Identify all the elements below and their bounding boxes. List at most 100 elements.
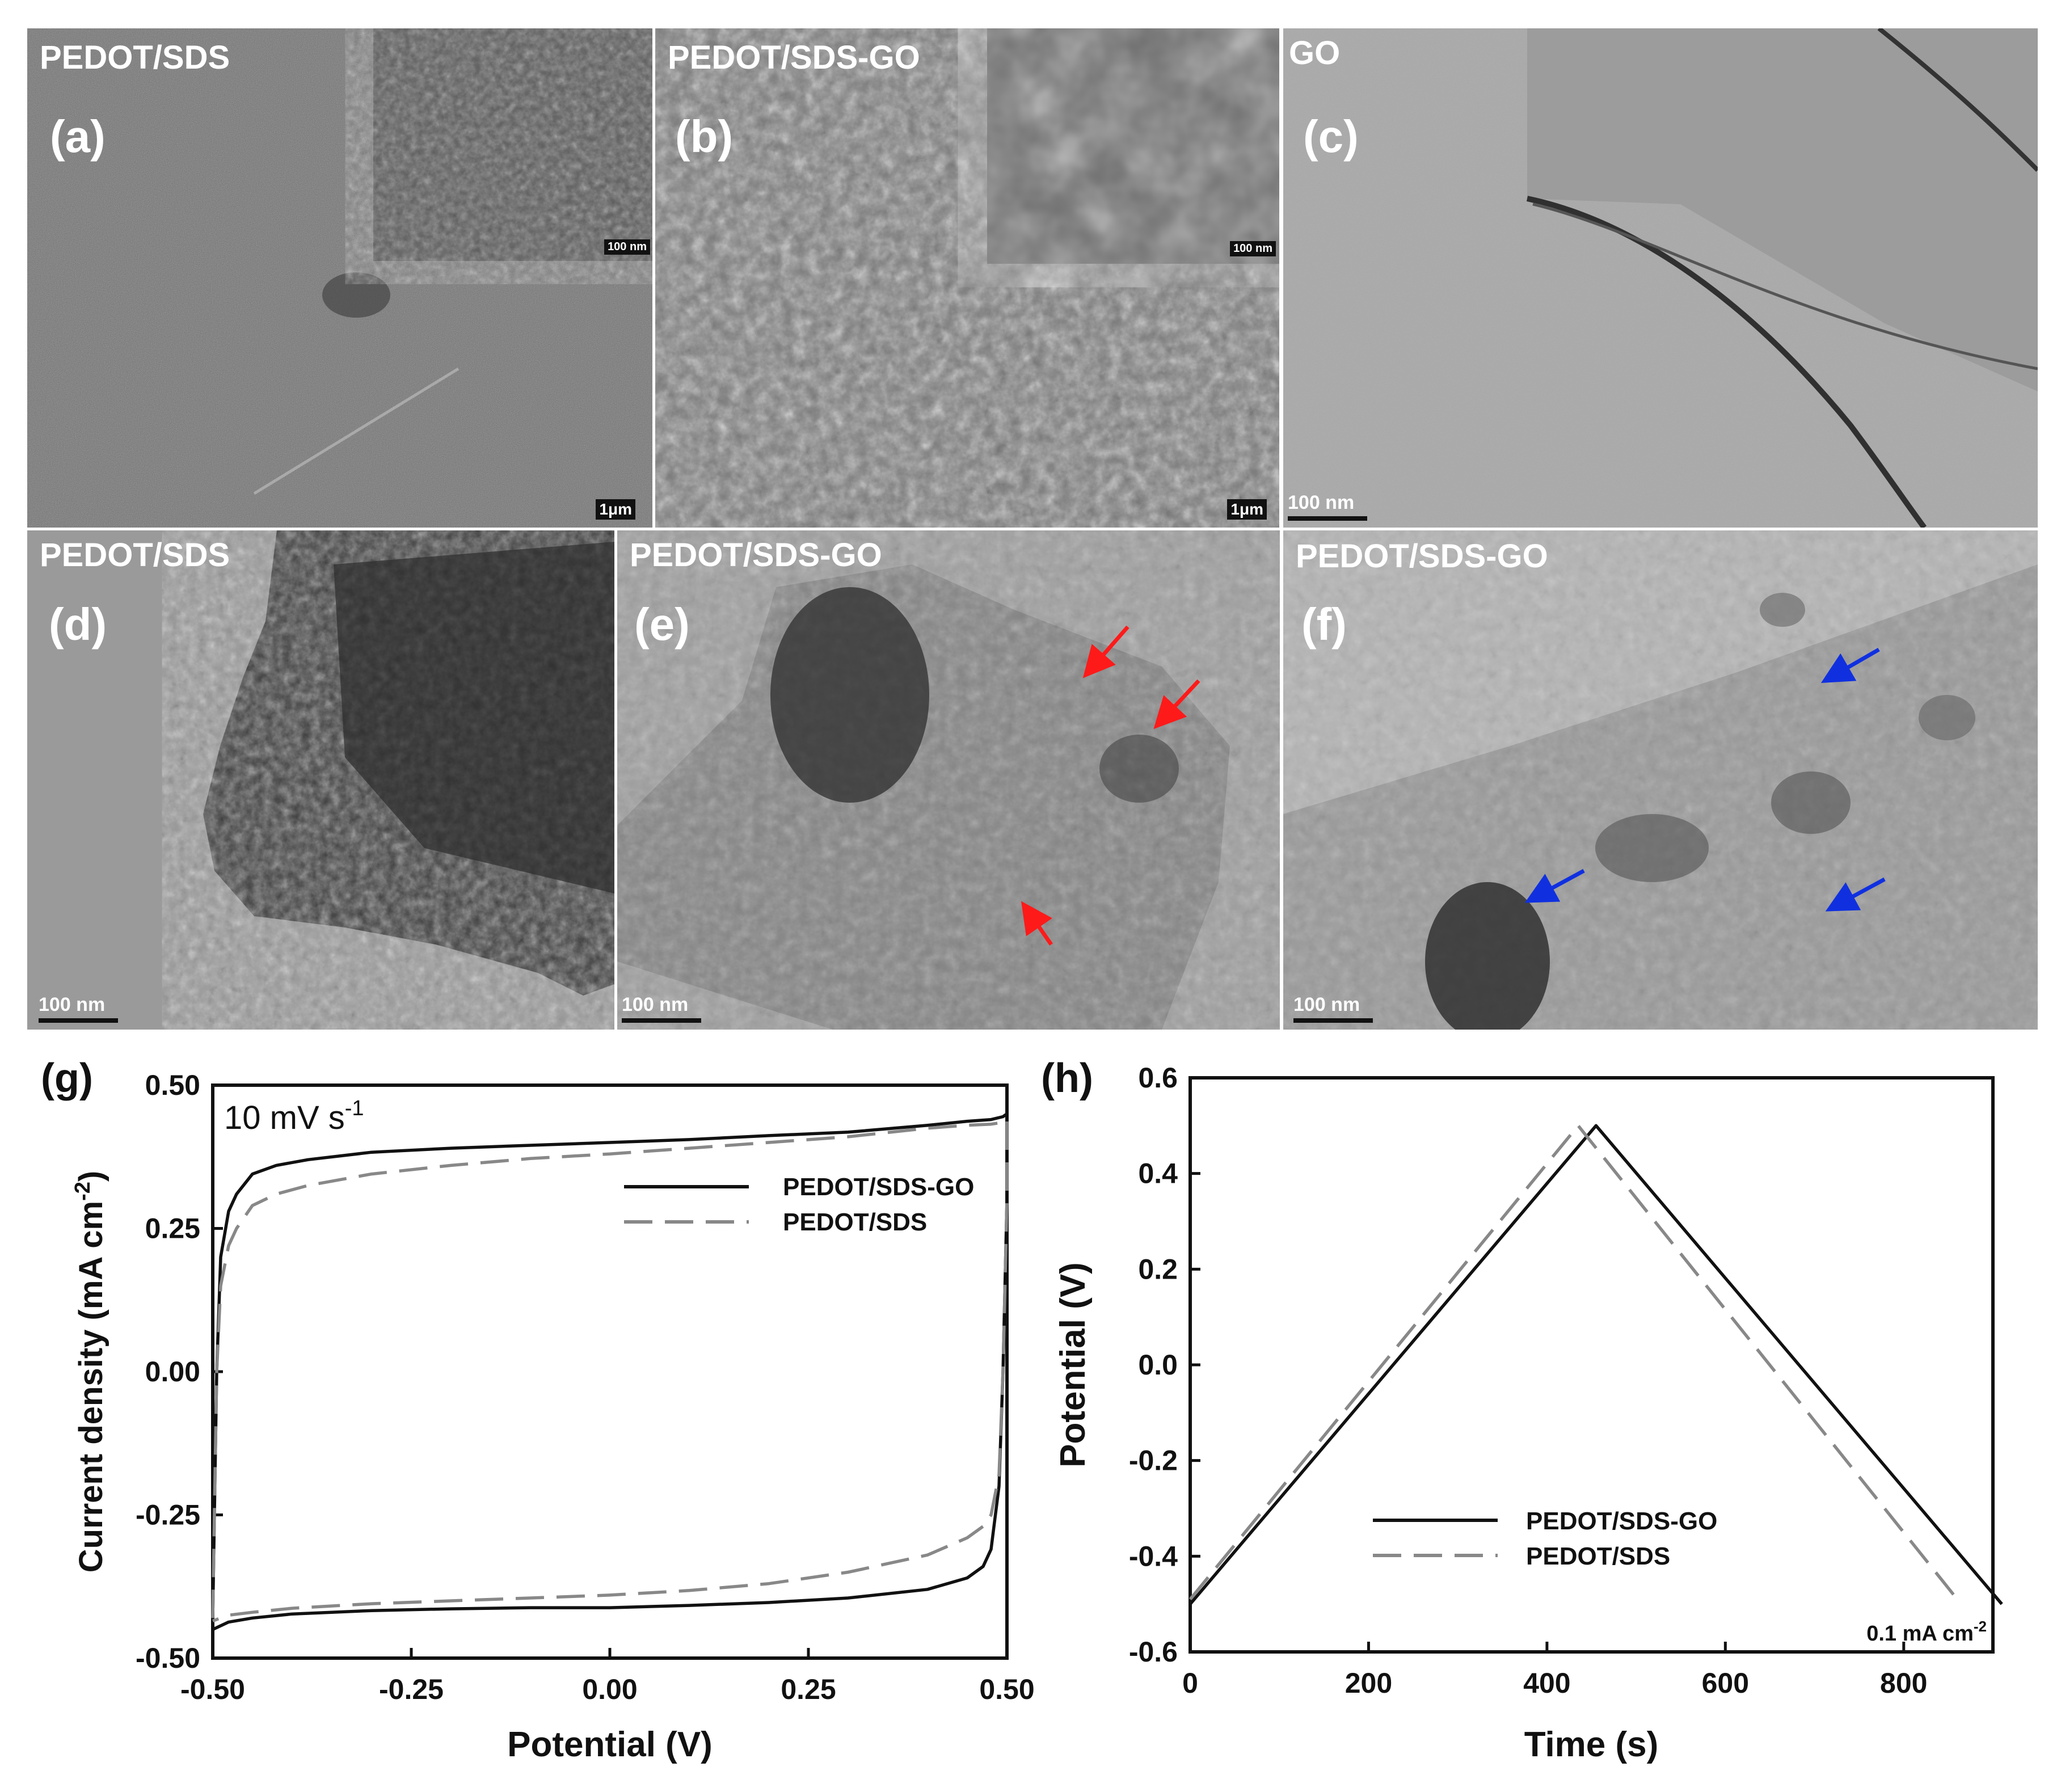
red-arrow-2 — [1153, 679, 1200, 730]
chart-g-xtick-label-0: -0.50 — [180, 1673, 245, 1705]
chart-g-xtick-label-4: 0.50 — [979, 1673, 1034, 1705]
blue-arrow-1 — [1820, 647, 1880, 684]
chart-h-legend-text-0: PEDOT/SDS-GO — [1526, 1507, 1717, 1535]
chart-h-xtick-label-0: 0 — [1182, 1667, 1198, 1699]
chart-h-ytick-label-5: 0.4 — [1138, 1158, 1178, 1190]
chart-h-ylabel: Potential (V) — [1053, 1262, 1093, 1468]
chart-h-ytick-label-0: -0.6 — [1129, 1636, 1178, 1668]
chart-g-legend-text-1: PEDOT/SDS — [783, 1208, 927, 1236]
chart-h-ticks: 0 200 400 600 800 -0.6 -0.4 -0.2 0.0 0.2 0.4 0.6 — [1129, 1062, 1928, 1699]
panel-title-e: PEDOT/SDS-GO — [630, 537, 882, 574]
chart-g-panel-label: (g) — [41, 1056, 93, 1101]
chart-g-annotation: 10 mV s-1 — [224, 1097, 364, 1136]
scale-bar-text-c: 100 nm — [1288, 492, 1355, 513]
chart-g-annotation-text: 10 mV s — [224, 1099, 345, 1136]
chart-g-series-0 — [211, 1112, 1009, 1631]
blue-arrow-3 — [1825, 877, 1886, 912]
chart-h-panel-label: (h) — [1041, 1056, 1093, 1101]
chart-h-series-0 — [1188, 1124, 2003, 1605]
scale-bar-a: 1μm — [596, 499, 635, 520]
chart-g-ticks: -0.50 -0.25 0.00 0.25 0.50 -0.50 -0.25 0.00 0.25… — [136, 1069, 1035, 1705]
chart-h-annotation-sup: -2 — [1974, 1618, 1987, 1635]
chart-g-plot-frame — [211, 1083, 1009, 1660]
scale-bar-text-f: 100 nm — [1293, 994, 1360, 1015]
tem-image-c — [1283, 28, 2038, 528]
chart-h-series-group — [1188, 1124, 2003, 1605]
micrograph-panel-c: GO (c) 100 nm — [1283, 28, 2038, 528]
scale-bar-line-d — [39, 1018, 118, 1023]
blue-arrows — [1524, 647, 1886, 912]
chart-h-xtick-label-2: 400 — [1523, 1667, 1570, 1699]
chart-g-svg: (g) -0.50 -0.25 0.00 0.25 0.50 -0.50 -0.25 0.00… — [41, 1056, 1035, 1764]
chart-g-ylabel-text: Current density (mA cm — [73, 1201, 109, 1572]
panel-title-f: PEDOT/SDS-GO — [1296, 538, 1548, 575]
chart-g: (g) -0.50 -0.25 0.00 0.25 0.50 -0.50 -0.25 0.00… — [0, 1044, 1038, 1789]
chart-g-xtick-label-2: 0.00 — [582, 1673, 637, 1705]
scale-bar-c: 100 nm — [1288, 492, 1367, 521]
scale-bar-f: 100 nm — [1293, 994, 1373, 1023]
chart-h-ytick-label-2: -0.2 — [1129, 1445, 1178, 1477]
chart-g-ylabel-sup: -2 — [71, 1182, 95, 1201]
chart-h-xtick-label-1: 200 — [1345, 1667, 1392, 1699]
panel-title-d: PEDOT/SDS — [40, 537, 230, 574]
red-arrow-3 — [1021, 901, 1053, 946]
chart-g-ytick-label-1: -0.25 — [136, 1499, 200, 1531]
chart-h-svg: (h) 0 200 400 600 800 -0.6 -0.4 -0.2 0.0 0.2 0.4 0.… — [1041, 1056, 2003, 1764]
panel-label-b: (b) — [675, 111, 734, 162]
chart-g-legend: PEDOT/SDS-GO PEDOT/SDS — [624, 1173, 974, 1236]
chart-h-xtick-label-4: 800 — [1880, 1667, 1927, 1699]
chart-h-legend-text-1: PEDOT/SDS — [1526, 1542, 1670, 1570]
panel-label-e: (e) — [634, 599, 690, 650]
red-arrow-1 — [1082, 625, 1129, 678]
blue-arrow-2 — [1524, 868, 1585, 903]
chart-h-ytick-label-3: 0.0 — [1138, 1349, 1178, 1381]
scale-bar-line-e — [622, 1018, 701, 1023]
panel-label-f: (f) — [1301, 599, 1347, 650]
chart-g-legend-text-0: PEDOT/SDS-GO — [783, 1173, 974, 1201]
chart-h-xlabel: Time (s) — [1524, 1725, 1659, 1764]
chart-h-annotation: 0.1 mA cm-2 — [1866, 1618, 1987, 1646]
scale-bar-d: 100 nm — [39, 994, 118, 1023]
scale-bar-text-e: 100 nm — [622, 994, 689, 1015]
micrograph-panel-a: PEDOT/SDS (a) 100 nm 1μm — [27, 28, 652, 528]
chart-g-series-group — [211, 1112, 1009, 1631]
chart-g-ylabel: Current density (mA cm-2) — [71, 1171, 109, 1572]
micrograph-panel-b: PEDOT/SDS-GO (b) 100 nm 1μm — [655, 28, 1279, 528]
micrograph-panel-f: PEDOT/SDS-GO (f) 100 nm — [1283, 530, 2038, 1030]
panel-title-b: PEDOT/SDS-GO — [668, 39, 920, 76]
chart-g-xtick-label-3: 0.25 — [781, 1673, 836, 1705]
panel-label-d: (d) — [49, 599, 107, 650]
chart-h-legend: PEDOT/SDS-GO PEDOT/SDS — [1373, 1507, 1717, 1570]
scale-bar-line-f — [1293, 1018, 1373, 1023]
micrograph-panel-d: PEDOT/SDS (d) 100 nm — [27, 530, 614, 1030]
tem-image-d — [27, 530, 614, 1030]
micrograph-panel-e: PEDOT/SDS-GO (e) 100 nm — [617, 530, 1280, 1030]
scale-bar-inset-a: 100 nm — [604, 239, 650, 255]
chart-g-annotation-sup: -1 — [345, 1097, 364, 1120]
panel-title-a: PEDOT/SDS — [40, 39, 230, 76]
chart-g-ytick-label-3: 0.25 — [145, 1213, 200, 1245]
panel-label-a: (a) — [50, 111, 106, 162]
chart-h: (h) 0 200 400 600 800 -0.6 -0.4 -0.2 0.0 0.2 0.4 0.… — [1038, 1044, 2061, 1789]
scale-bar-text-d: 100 nm — [39, 994, 106, 1015]
chart-h-annotation-text: 0.1 mA cm — [1866, 1622, 1974, 1646]
chart-g-ylabel-end: ) — [73, 1171, 109, 1182]
sem-image-a — [27, 28, 652, 528]
chart-g-ytick-label-4: 0.50 — [145, 1069, 200, 1101]
red-arrows — [1021, 625, 1200, 946]
tem-image-e — [617, 530, 1280, 1030]
sem-image-b — [655, 28, 1279, 528]
panel-label-c: (c) — [1303, 111, 1359, 162]
chart-g-xlabel: Potential (V) — [507, 1725, 713, 1764]
scale-bar-line-c — [1288, 516, 1367, 521]
chart-h-ytick-label-6: 0.6 — [1138, 1062, 1178, 1094]
chart-g-series-1 — [211, 1118, 1009, 1622]
chart-h-ytick-label-4: 0.2 — [1138, 1253, 1178, 1285]
chart-g-xtick-label-1: -0.25 — [379, 1673, 444, 1705]
scale-bar-b: 1μm — [1227, 499, 1267, 520]
chart-h-ytick-label-1: -0.4 — [1129, 1540, 1178, 1572]
panel-title-c: GO — [1289, 35, 1341, 71]
scale-bar-inset-b: 100 nm — [1230, 241, 1276, 256]
chart-g-ytick-label-2: 0.00 — [145, 1356, 200, 1388]
scale-bar-e: 100 nm — [622, 994, 701, 1023]
